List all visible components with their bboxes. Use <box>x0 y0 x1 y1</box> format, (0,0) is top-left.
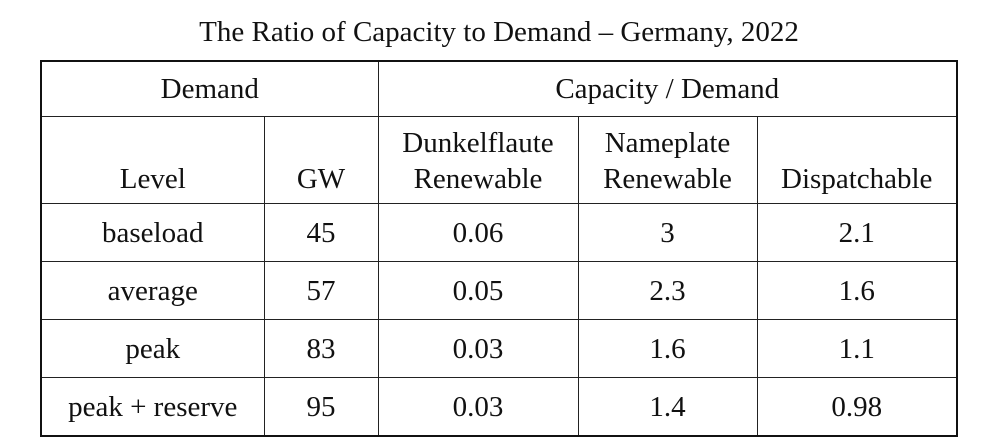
gw-cell: 57 <box>263 261 379 320</box>
dunkelflaute-header-line1: Dunkelflaute <box>402 127 554 159</box>
gw-cell: 83 <box>263 319 379 378</box>
dispatchable-cell: 1.6 <box>756 261 958 320</box>
column-header-row: Level GW Dunkelflaute Renewable Nameplat… <box>40 116 958 204</box>
dunkelflaute-cell: 0.05 <box>377 261 579 320</box>
nameplate-cell: 2.3 <box>577 261 758 320</box>
level-cell: baseload <box>40 203 265 262</box>
level-cell: average <box>40 261 265 320</box>
dispatchable-cell: 1.1 <box>756 319 958 378</box>
level-cell: peak <box>40 319 265 378</box>
dunkelflaute-header-line2: Renewable <box>413 163 543 195</box>
nameplate-header-line1: Nameplate <box>604 127 731 159</box>
demand-group-header: Demand <box>40 60 379 117</box>
nameplate-cell: 1.6 <box>577 319 758 378</box>
gw-column-header: GW <box>263 116 379 204</box>
dispatchable-cell: 0.98 <box>756 377 958 437</box>
gw-cell: 95 <box>263 377 379 437</box>
dunkelflaute-cell: 0.03 <box>377 319 579 378</box>
capacity-group-header: Capacity / Demand <box>377 60 958 117</box>
dispatchable-cell: 2.1 <box>756 203 958 262</box>
group-header-row: Demand Capacity / Demand <box>40 60 958 117</box>
nameplate-cell: 1.4 <box>577 377 758 437</box>
nameplate-column-header: Nameplate Renewable <box>577 116 758 204</box>
table-title: The Ratio of Capacity to Demand – German… <box>199 16 799 48</box>
dunkelflaute-column-header: Dunkelflaute Renewable <box>377 116 579 204</box>
level-column-header: Level <box>40 116 265 204</box>
nameplate-header-line2: Renewable <box>603 163 732 195</box>
table-row: baseload 45 0.06 3 2.1 <box>40 203 958 262</box>
gw-cell: 45 <box>263 203 379 262</box>
nameplate-cell: 3 <box>577 203 758 262</box>
table-row: peak 83 0.03 1.6 1.1 <box>40 319 958 378</box>
level-cell: peak + reserve <box>40 377 265 437</box>
capacity-demand-table: Demand Capacity / Demand Level GW Dunkel… <box>40 60 958 437</box>
table-row: average 57 0.05 2.3 1.6 <box>40 261 958 320</box>
dispatchable-column-header: Dispatchable <box>756 116 958 204</box>
dunkelflaute-cell: 0.06 <box>377 203 579 262</box>
table-row: peak + reserve 95 0.03 1.4 0.98 <box>40 377 958 437</box>
dunkelflaute-cell: 0.03 <box>377 377 579 437</box>
